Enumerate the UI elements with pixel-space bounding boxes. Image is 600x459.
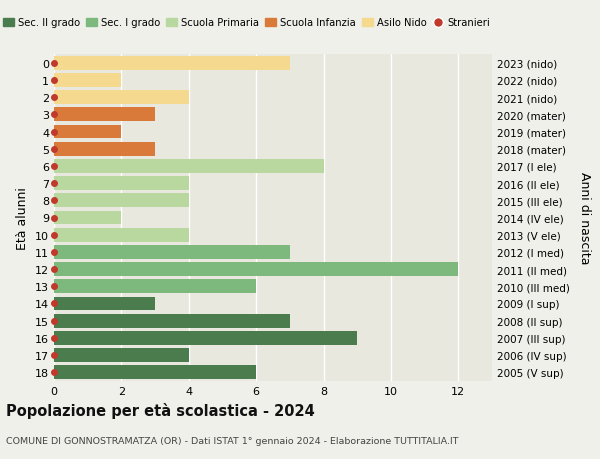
Bar xyxy=(54,365,256,379)
Bar xyxy=(54,91,189,105)
Bar xyxy=(54,125,121,139)
Bar xyxy=(54,228,189,242)
Bar xyxy=(54,314,290,328)
Bar xyxy=(54,246,290,259)
Y-axis label: Età alunni: Età alunni xyxy=(16,187,29,249)
Bar xyxy=(54,143,155,156)
Bar xyxy=(54,263,458,276)
Text: Popolazione per età scolastica - 2024: Popolazione per età scolastica - 2024 xyxy=(6,403,315,419)
Bar xyxy=(54,297,155,311)
Bar xyxy=(54,211,121,225)
Bar xyxy=(54,57,290,71)
Bar xyxy=(54,108,155,122)
Text: COMUNE DI GONNOSTRAMATZA (OR) - Dati ISTAT 1° gennaio 2024 - Elaborazione TUTTIT: COMUNE DI GONNOSTRAMATZA (OR) - Dati IST… xyxy=(6,436,458,445)
Bar xyxy=(54,177,189,190)
Legend: Sec. II grado, Sec. I grado, Scuola Primaria, Scuola Infanzia, Asilo Nido, Stran: Sec. II grado, Sec. I grado, Scuola Prim… xyxy=(0,14,494,33)
Bar xyxy=(54,194,189,208)
Bar xyxy=(54,348,189,362)
Bar xyxy=(54,74,121,88)
Bar xyxy=(54,331,357,345)
Bar xyxy=(54,280,256,293)
Y-axis label: Anni di nascita: Anni di nascita xyxy=(578,172,591,264)
Bar xyxy=(54,160,323,174)
